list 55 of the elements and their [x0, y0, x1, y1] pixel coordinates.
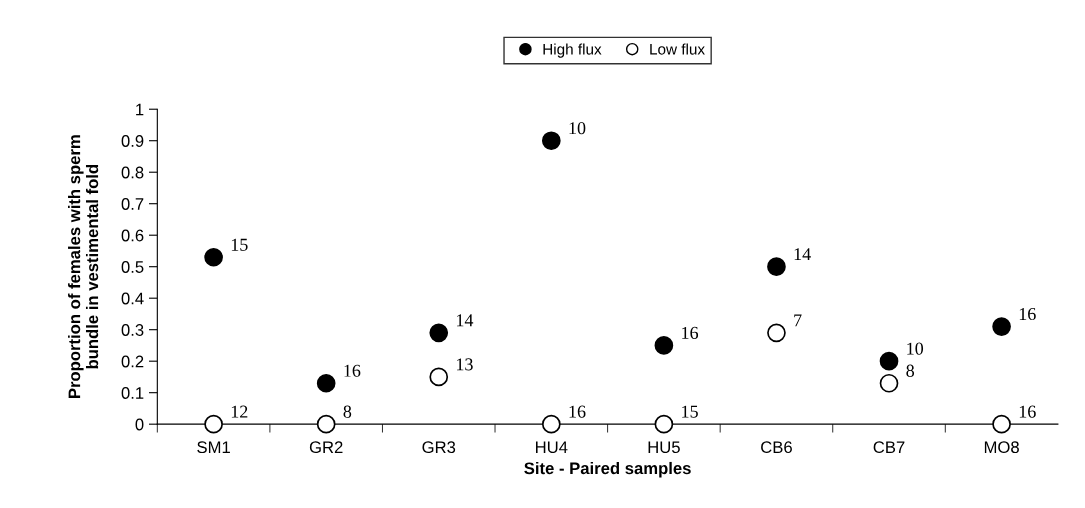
annotation: 7	[794, 314, 802, 327]
y-tick-label: 1	[136, 103, 144, 116]
point	[992, 317, 1011, 336]
x-tick-label: GR3	[422, 441, 456, 454]
annotation: 15	[682, 405, 698, 418]
legend-label: Low flux	[650, 43, 705, 55]
annotation: 16	[1019, 307, 1036, 321]
point	[204, 247, 223, 267]
annotation: 15	[231, 238, 248, 251]
point	[767, 257, 786, 277]
point	[879, 351, 899, 371]
annotation: 14	[457, 314, 474, 327]
point	[204, 414, 223, 434]
point	[879, 373, 899, 393]
point	[541, 414, 561, 434]
y-tick-label: 0.4	[121, 292, 144, 305]
annotation: 8	[906, 364, 915, 377]
x-tick-label: MO8	[984, 441, 1019, 454]
x-tick-label: HU5	[648, 441, 680, 454]
x-tick-label: CB7	[873, 441, 905, 454]
y-tick-label: 0.3	[121, 324, 144, 336]
y-tick-label: 0.2	[121, 355, 144, 368]
point	[654, 336, 674, 355]
annotation: 16	[344, 364, 361, 377]
annotation: 8	[343, 405, 352, 418]
point	[429, 323, 449, 343]
annotation: 16	[1019, 405, 1036, 418]
y-tick-label: 0.9	[121, 135, 144, 147]
y-tick-label: 0.6	[121, 229, 144, 242]
y-tick-label: 0.5	[121, 261, 144, 273]
annotation: 13	[457, 358, 473, 371]
annotation: 16	[569, 405, 586, 418]
point	[992, 414, 1011, 434]
y-tick-label: 0.1	[121, 387, 144, 399]
point	[316, 373, 336, 393]
legend-label: High flux	[543, 43, 602, 58]
x-tick-label: HU4	[536, 441, 568, 454]
point	[654, 414, 674, 434]
annotation: 12	[231, 405, 248, 418]
y-axis-title: Proportion of females with sperm bundle in vestimental fold	[68, 135, 99, 398]
annotation: 16	[682, 326, 699, 339]
x-tick-label: GR2	[309, 441, 343, 454]
annotation: 10	[569, 122, 586, 135]
y-tick-label: 0.8	[121, 166, 144, 179]
annotation: 14	[794, 248, 811, 261]
y-tick-label: 0	[135, 418, 144, 431]
x-tick-label: SM1	[197, 441, 230, 454]
point	[429, 367, 449, 387]
annotation: 10	[907, 342, 924, 355]
point	[541, 131, 561, 151]
x-axis-title: Site - Paired samples	[524, 461, 691, 478]
y-tick-label: 0.7	[121, 198, 144, 210]
point	[767, 323, 786, 343]
x-tick-label: CB6	[761, 441, 792, 454]
point	[316, 414, 336, 434]
